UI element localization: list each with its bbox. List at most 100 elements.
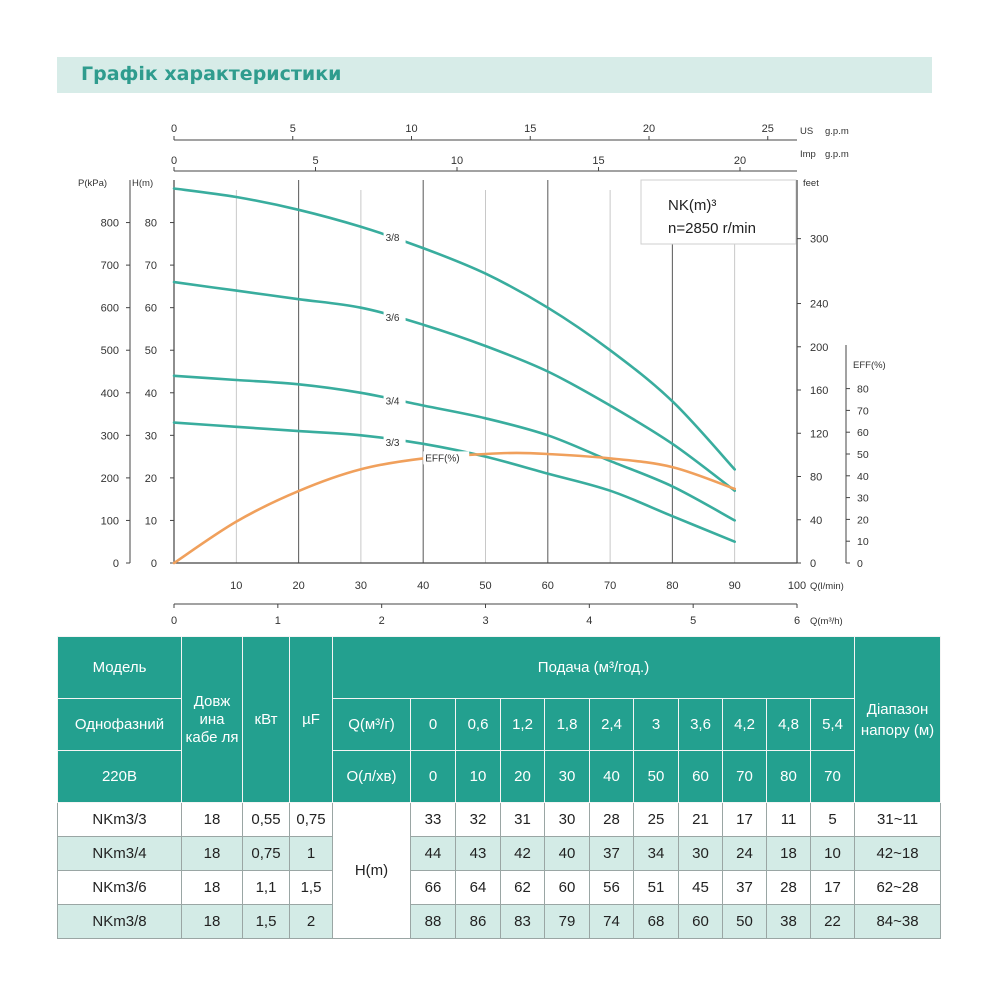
row-kw: 1,5 (242, 904, 290, 939)
row-h-value: 66 (410, 870, 456, 905)
us-gpm-tick-label: 0 (171, 123, 177, 135)
row-kw: 1,1 (242, 870, 290, 905)
q-m3-value: 3,6 (678, 698, 723, 751)
head-tick-label: 10 (145, 515, 157, 527)
q-m3-value: 1,2 (500, 698, 545, 751)
q-m3h-tick-label: 4 (586, 615, 592, 627)
title-banner: Графік характеристики (57, 57, 932, 93)
head-tick-label: 20 (145, 473, 157, 485)
pressure-tick-label: 800 (101, 218, 119, 230)
axis-label-head: H(m) (132, 178, 153, 189)
q-m3-value: 3 (633, 698, 679, 751)
header-uf: µF (289, 636, 333, 803)
pressure-tick-label: 300 (101, 430, 119, 442)
row-uf: 1 (289, 836, 333, 871)
q-lmin-tick-label: 90 (729, 580, 741, 592)
eff-tick-label: 60 (857, 427, 869, 439)
row-h-value: 11 (766, 802, 811, 837)
h-label: H(m) (332, 802, 411, 939)
q-l-value: 50 (633, 750, 679, 803)
us-gpm-tick-label: 15 (524, 123, 536, 135)
series-label-bg (383, 435, 406, 449)
pressure-tick-label: 0 (113, 558, 119, 570)
row-cable: 18 (181, 904, 243, 939)
q-m3-value: 0 (410, 698, 456, 751)
series-line-eff--- (172, 451, 736, 565)
head-tick-label: 70 (145, 260, 157, 272)
row-range: 84~38 (854, 904, 942, 939)
table-header-row-2: Однофазний Q(м³/г) 0 0,6 1,2 1,8 2,4 3 3… (57, 698, 941, 751)
imp-gpm-tick-label: 10 (451, 155, 463, 167)
pressure-tick-label: 200 (101, 473, 119, 485)
pressure-tick-label: 400 (101, 388, 119, 400)
row-h-value: 28 (766, 870, 811, 905)
performance-chart: P(kPa)0100200300400500600700800H(m)01020… (78, 123, 886, 627)
row-h-value: 88 (410, 904, 456, 939)
row-h-value: 5 (809, 802, 856, 837)
q-m3-value: 2,4 (589, 698, 634, 751)
pressure-tick-label: 100 (101, 515, 119, 527)
series-label: 3/6 (386, 313, 400, 324)
eff-tick-label: 10 (857, 536, 869, 548)
axis-label-q-m3h: Q(m³/h) (810, 616, 843, 627)
head-tick-label: 40 (145, 388, 157, 400)
q-l-value: 20 (500, 750, 545, 803)
head-tick-label: 30 (145, 430, 157, 442)
q-lmin-tick-label: 50 (479, 580, 491, 592)
q-lmin-tick-label: 40 (417, 580, 429, 592)
row-uf: 1,5 (289, 870, 333, 905)
spec-table: Модель Довж ина кабе ля кВт µF Подача (м… (57, 636, 942, 939)
q-l-value: 70 (722, 750, 767, 803)
imp-gpm-tick-label: 20 (734, 155, 746, 167)
row-h-value: 68 (633, 904, 679, 939)
row-h-value: 79 (544, 904, 590, 939)
row-h-value: 60 (544, 870, 590, 905)
row-h-value: 86 (455, 904, 501, 939)
imp-gpm-tick-label: 15 (592, 155, 604, 167)
header-model: Модель (57, 636, 182, 699)
row-model: NKm3/3 (57, 802, 182, 837)
q-m3h-tick-label: 3 (482, 615, 488, 627)
row-h-value: 38 (766, 904, 811, 939)
eff-tick-label: 20 (857, 514, 869, 526)
header-q-l: О(л/хв) (332, 750, 411, 803)
pressure-tick-label: 600 (101, 303, 119, 315)
row-range: 42~18 (854, 836, 942, 871)
header-cable-length: Довж ина кабе ля (181, 636, 243, 803)
series-line-3-4 (172, 374, 736, 522)
row-h-value: 43 (455, 836, 501, 871)
row-h-value: 83 (500, 904, 545, 939)
legend-box-line1: NK(m)³ (668, 197, 716, 214)
header-voltage: 220В (57, 750, 182, 803)
row-h-value: 10 (809, 836, 856, 871)
row-model: NKm3/8 (57, 904, 182, 939)
feet-tick-label: 40 (810, 515, 822, 527)
row-range: 31~11 (854, 802, 942, 837)
row-kw: 0,55 (242, 802, 290, 837)
row-h-value: 28 (589, 802, 634, 837)
feet-tick-label: 200 (810, 342, 828, 354)
legend-box-frame (640, 179, 797, 245)
row-h-value: 34 (633, 836, 679, 871)
header-head-range: Діапазон напору (м) (854, 636, 942, 803)
axis-label-imp-unit: g.p.m (825, 149, 849, 160)
row-h-value: 74 (589, 904, 634, 939)
q-l-value: 70 (809, 750, 856, 803)
axis-label-eff: EFF(%) (853, 360, 886, 371)
pressure-tick-label: 700 (101, 260, 119, 272)
row-cable: 18 (181, 802, 243, 837)
q-l-value: 10 (455, 750, 501, 803)
row-cable: 18 (181, 836, 243, 871)
eff-tick-label: 50 (857, 449, 869, 461)
eff-tick-label: 80 (857, 384, 869, 396)
eff-tick-label: 0 (857, 558, 863, 570)
row-range: 62~28 (854, 870, 942, 905)
row-h-value: 18 (766, 836, 811, 871)
axis-label-us-unit: g.p.m (825, 126, 849, 137)
table-row: NKm3/8 18 1,5 2 88 86 83 79 74 68 60 50 … (57, 904, 942, 939)
chart-tick-labels: P(kPa)0100200300400500600700800H(m)01020… (78, 123, 886, 627)
header-phase: Однофазний (57, 698, 182, 751)
axis-label-pressure: P(kPa) (78, 178, 107, 189)
q-lmin-tick-label: 60 (542, 580, 554, 592)
q-m3h-tick-label: 6 (794, 615, 800, 627)
